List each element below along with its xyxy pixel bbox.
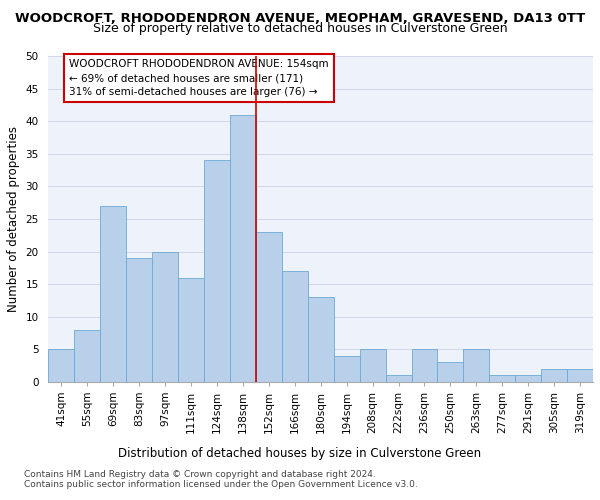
Bar: [490, 376, 515, 382]
Text: Size of property relative to detached houses in Culverstone Green: Size of property relative to detached ho…: [92, 22, 508, 35]
Text: Distribution of detached houses by size in Culverstone Green: Distribution of detached houses by size …: [118, 448, 482, 460]
Bar: [282, 271, 308, 382]
Y-axis label: Number of detached properties: Number of detached properties: [7, 126, 20, 312]
Bar: [541, 369, 567, 382]
Bar: [74, 330, 100, 382]
Bar: [386, 376, 412, 382]
Bar: [437, 362, 463, 382]
Bar: [49, 350, 74, 382]
Bar: [178, 278, 204, 382]
Bar: [334, 356, 359, 382]
Text: Contains HM Land Registry data © Crown copyright and database right 2024.: Contains HM Land Registry data © Crown c…: [24, 470, 376, 479]
Bar: [567, 369, 593, 382]
Bar: [308, 297, 334, 382]
Bar: [204, 160, 230, 382]
Text: Contains public sector information licensed under the Open Government Licence v3: Contains public sector information licen…: [24, 480, 418, 489]
Bar: [256, 232, 282, 382]
Bar: [100, 206, 126, 382]
Text: WOODCROFT RHODODENDRON AVENUE: 154sqm
← 69% of detached houses are smaller (171): WOODCROFT RHODODENDRON AVENUE: 154sqm ← …: [69, 59, 329, 97]
Text: WOODCROFT, RHODODENDRON AVENUE, MEOPHAM, GRAVESEND, DA13 0TT: WOODCROFT, RHODODENDRON AVENUE, MEOPHAM,…: [15, 12, 585, 26]
Bar: [359, 350, 386, 382]
Bar: [230, 114, 256, 382]
Bar: [152, 252, 178, 382]
Bar: [515, 376, 541, 382]
Bar: [463, 350, 490, 382]
Bar: [412, 350, 437, 382]
Bar: [126, 258, 152, 382]
